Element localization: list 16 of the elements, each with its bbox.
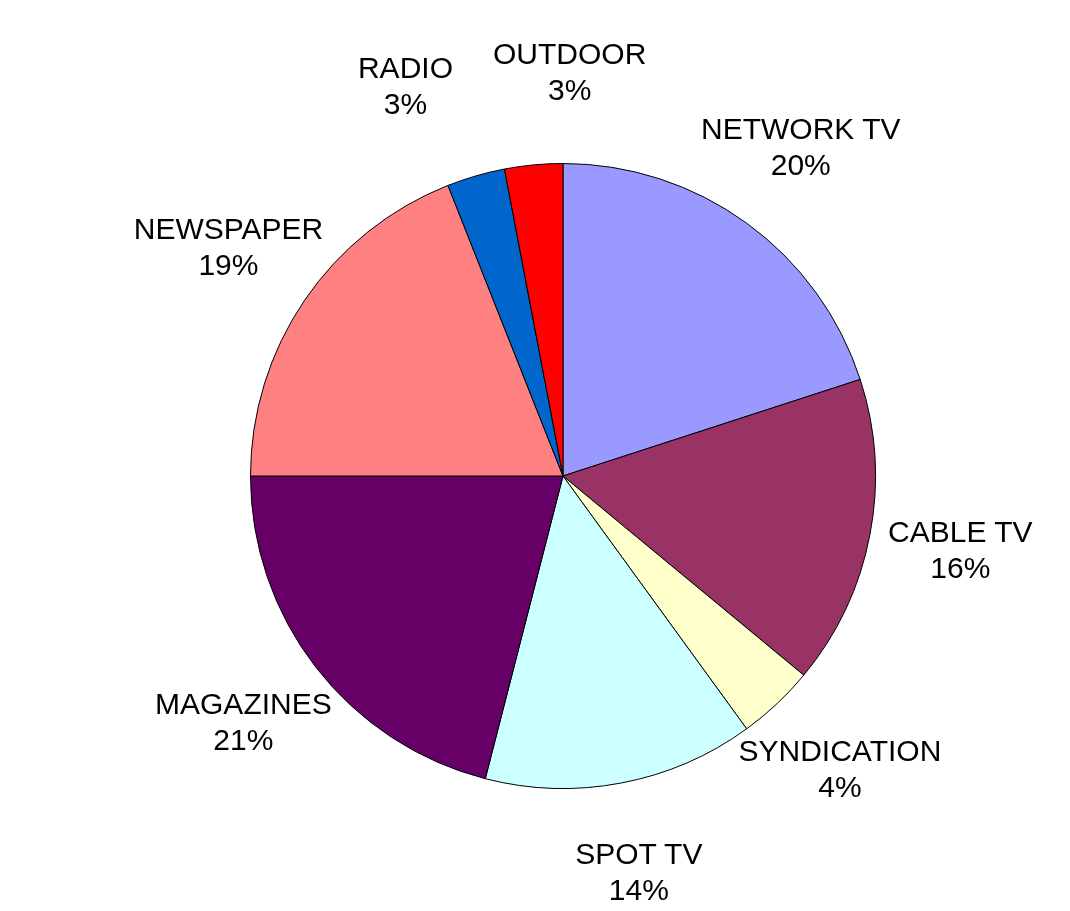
slice-label: MAGAZINES bbox=[155, 687, 332, 721]
data-label: 20% bbox=[770, 148, 831, 182]
slice-label: OUTDOOR bbox=[492, 36, 647, 70]
data-label: 21% bbox=[213, 723, 274, 757]
slice-label: CABLE TV bbox=[888, 515, 1033, 549]
slice-label: RADIO bbox=[357, 50, 453, 84]
data-label: 3% bbox=[547, 72, 592, 106]
slice-label: NEWSPAPER bbox=[133, 211, 324, 245]
slice-label: SPOT TV bbox=[575, 836, 703, 870]
data-label: 19% bbox=[198, 247, 259, 281]
data-label: 3% bbox=[383, 86, 428, 120]
data-label: 4% bbox=[818, 770, 862, 804]
slice-label: NETWORK TV bbox=[701, 112, 901, 146]
data-label: 14% bbox=[608, 872, 669, 906]
slice-label: SYNDICATION bbox=[738, 734, 942, 768]
data-label: 16% bbox=[930, 551, 991, 585]
